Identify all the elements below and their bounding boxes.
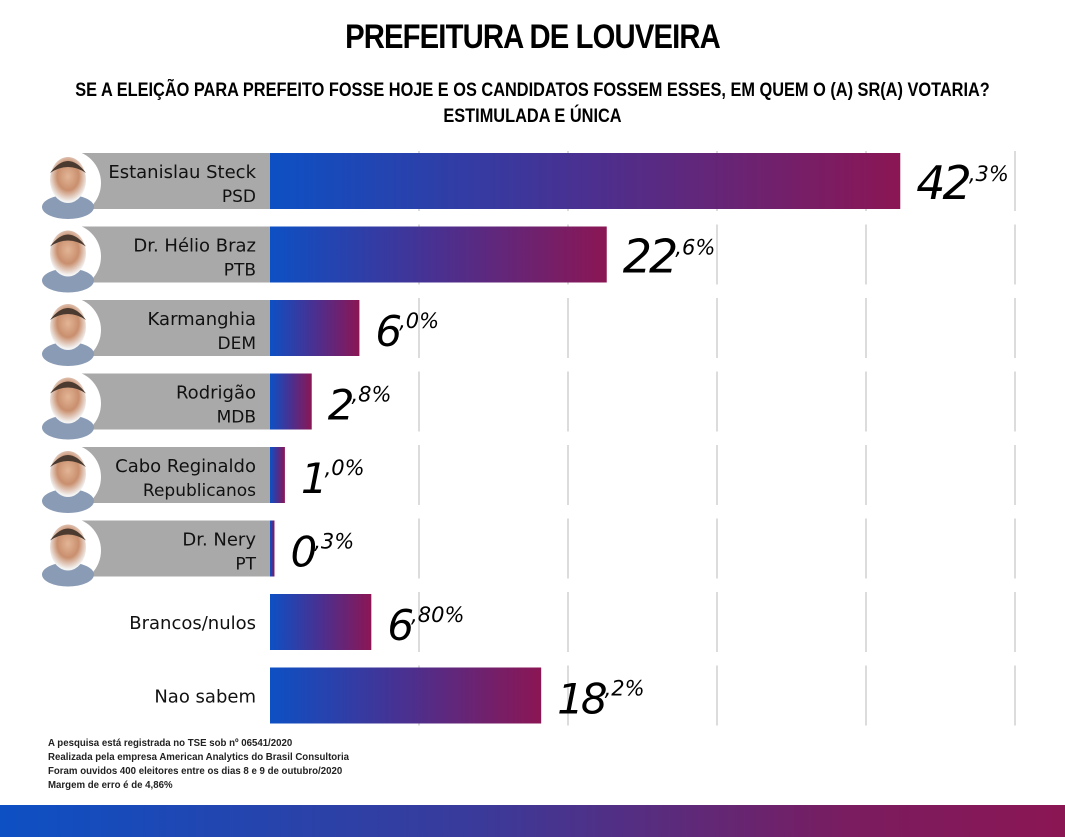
footer-line: Realizada pela empresa American Analytic…	[48, 751, 349, 763]
bar-row: Brancos/nulos 6,80%	[129, 594, 464, 650]
candidate-party: MDB	[217, 408, 256, 428]
bar	[270, 520, 275, 577]
candidate-photo-shoulders	[42, 489, 94, 513]
candidate-name: Karmanghia	[148, 309, 256, 330]
category-label: Brancos/nulos	[129, 613, 256, 634]
value-label-integer: 22	[623, 230, 676, 284]
value-label-decimal: ,8%	[351, 383, 391, 407]
category-label: Nao sabem	[154, 687, 256, 708]
value-label: 22,6%	[623, 230, 716, 284]
candidate-photo-hair	[50, 381, 86, 394]
candidate-name: Estanislau Steck	[108, 162, 256, 183]
candidate-photo-shoulders	[42, 195, 94, 219]
value-label: 2,8%	[328, 381, 392, 430]
candidate-photo-hair	[50, 455, 86, 467]
value-label-decimal: ,6%	[675, 236, 715, 260]
value-label-decimal: ,3%	[314, 530, 354, 554]
bar-row: Nao sabem 18,2%	[154, 667, 645, 724]
subtitle-question: SE A ELEIÇÃO PARA PREFEITO FOSSE HOJE E …	[75, 80, 990, 101]
bar	[270, 594, 372, 650]
bar-row: Dr. Nery PT 0,3%	[35, 517, 354, 587]
value-label-decimal: ,0%	[325, 456, 365, 480]
value-label-integer: 6	[375, 307, 400, 356]
subtitle-type: ESTIMULADA E ÚNICA	[443, 106, 622, 127]
candidate-photo-hair	[50, 234, 86, 247]
bar-row: Estanislau Steck PSD 42,3%	[35, 150, 1009, 219]
value-label-decimal: ,80%	[411, 603, 464, 627]
bar-row: Dr. Hélio Braz PTB 22,6%	[35, 223, 716, 293]
value-label-integer: 18	[557, 675, 606, 724]
bar	[270, 373, 312, 430]
candidate-party: DEM	[218, 334, 257, 354]
value-label: 6,0%	[375, 307, 439, 356]
bar	[270, 153, 901, 209]
value-label-decimal: ,3%	[969, 162, 1009, 186]
candidate-photo-hair	[50, 161, 86, 173]
value-label-integer: 0	[290, 528, 315, 577]
value-label-integer: 6	[387, 601, 412, 650]
value-label: 0,3%	[290, 528, 354, 577]
candidate-party: PSD	[222, 187, 256, 207]
footer-line: A pesquisa está registrada no TSE sob nº…	[48, 737, 293, 749]
value-label-integer: 1	[301, 454, 325, 503]
chart-title: PREFEITURA DE LOUVEIRA	[345, 18, 721, 56]
candidate-name: Dr. Nery	[182, 530, 256, 551]
chart-subtitle: SE A ELEIÇÃO PARA PREFEITO FOSSE HOJE E …	[75, 78, 991, 130]
bar	[270, 667, 542, 724]
candidate-name: Dr. Hélio Braz	[133, 236, 256, 257]
value-label-decimal: ,2%	[605, 677, 645, 701]
value-label-decimal: ,0%	[399, 309, 439, 333]
candidate-party: PTB	[224, 261, 256, 281]
bar-row: Karmanghia DEM 6,0%	[35, 297, 439, 366]
bar-row: Cabo Reginaldo Republicanos 1,0%	[35, 444, 365, 513]
candidate-photo-hair	[50, 308, 86, 320]
bottom-decorative-bar	[0, 805, 1065, 837]
candidate-photo-shoulders	[42, 415, 94, 440]
value-label: 1,0%	[301, 454, 365, 503]
value-label: 42,3%	[916, 156, 1009, 210]
candidate-party: PT	[235, 555, 256, 575]
value-label-integer: 2	[328, 381, 353, 430]
candidate-photo-hair	[50, 528, 86, 541]
bar	[270, 447, 285, 503]
value-label-integer: 42	[916, 156, 969, 210]
candidate-photo-shoulders	[42, 342, 94, 366]
footer-line: Margem de erro é de 4,86%	[48, 779, 173, 791]
candidate-photo-shoulders	[42, 268, 94, 293]
bar-row: Rodrigão MDB 2,8%	[35, 370, 392, 440]
candidate-photo-shoulders	[42, 562, 94, 587]
bar	[270, 226, 607, 283]
bar	[270, 300, 360, 356]
candidate-name: Rodrigão	[176, 383, 256, 404]
methodology-note: A pesquisa está registrada no TSE sob nº…	[48, 736, 349, 792]
candidate-name: Cabo Reginaldo	[115, 456, 256, 477]
value-label: 18,2%	[557, 675, 644, 724]
candidate-party: Republicanos	[143, 481, 256, 501]
footer-line: Foram ouvidos 400 eleitores entre os dia…	[48, 765, 343, 777]
value-label: 6,80%	[387, 601, 464, 650]
